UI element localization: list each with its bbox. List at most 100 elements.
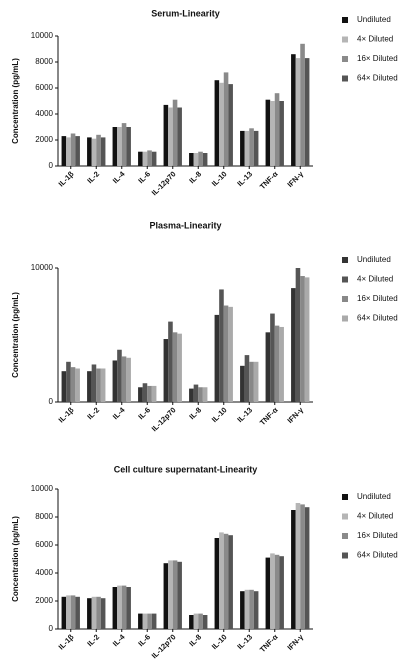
bar [300,504,305,629]
x-tick-label: TNF-α [258,405,280,427]
bar [274,554,280,629]
bar [117,585,122,629]
legend-label: Undiluted [357,15,391,24]
bar [96,368,101,402]
bar [253,361,259,402]
bar [295,58,301,166]
x-tick-label: IFN-γ [285,169,305,189]
legend-swatch [342,315,348,322]
bar [168,560,173,629]
x-tick-label: IL-8 [187,405,203,421]
bar [66,361,71,402]
legend-label: 64× Diluted [357,551,398,560]
bar [142,383,148,402]
y-tick-label: 4000 [35,568,53,577]
bar [70,133,76,166]
bar [168,321,173,402]
bar [219,289,224,402]
bar [112,127,118,166]
bar [198,151,203,166]
bar [265,99,271,166]
bar [300,43,305,166]
y-tick-label: 8000 [35,512,53,521]
bar [87,137,92,166]
bar [202,387,208,402]
bar [91,138,97,166]
bar [75,136,80,166]
bar [279,101,284,166]
x-tick-label: IL-4 [111,169,127,185]
bar [112,587,118,629]
bar [198,387,203,402]
y-tick-label: 10000 [31,263,54,272]
bar [87,371,92,402]
y-tick-label: 6000 [35,83,53,92]
legend-label: 64× Diluted [357,314,398,323]
x-tick-label: IL-8 [187,169,203,185]
bar [151,385,157,402]
x-tick-label: IL-4 [111,405,127,421]
legend-label: 16× Diluted [357,531,398,540]
x-tick-label: IL-1β [57,169,76,188]
bar [270,101,275,166]
bar [70,367,76,402]
bar [177,333,182,402]
bar [177,107,182,166]
x-tick-label: IL-6 [136,632,152,648]
bar [189,388,194,402]
bar [193,613,199,629]
bar [274,325,280,402]
bar [87,598,92,629]
chart-title: Serum-Linearity [151,8,220,18]
legend-label: 4× Diluted [357,512,393,521]
legend-label: 16× Diluted [357,54,398,63]
bar [219,532,224,629]
bar [202,615,208,629]
bar [142,613,148,629]
legend-label: 16× Diluted [357,294,398,303]
y-tick-label: 0 [49,161,54,170]
bar [219,82,224,166]
bar [96,134,101,166]
bar [91,596,97,629]
bar [121,585,127,629]
bar [172,560,178,629]
bar [172,99,178,166]
bar [189,153,194,166]
bar [66,137,71,166]
bar [223,533,229,629]
bar [75,368,80,402]
x-tick-label: IL-1β [57,632,76,651]
bar [240,130,245,166]
bar [279,326,284,402]
bar [193,153,199,166]
legend-label: Undiluted [357,255,391,264]
bar [61,596,67,629]
bar [253,591,259,629]
chart-title: Plasma-Linearity [149,220,221,230]
legend-swatch [342,257,348,263]
bar [228,84,233,166]
y-axis-title: Concentration (pg/mL) [11,292,20,378]
bar [91,364,97,402]
chart: Serum-Linearity Concentration (pg/mL) 0 200… [11,8,398,197]
bar [265,332,271,402]
y-tick-label: 4000 [35,109,53,118]
x-tick-label: IL-10 [210,632,229,651]
legend-label: 4× Diluted [357,35,393,44]
y-tick-label: 0 [49,624,54,633]
bar [279,556,284,629]
bar [163,104,169,166]
bar [121,356,127,402]
bar [172,332,178,402]
legend-swatch [342,75,348,82]
y-tick-label: 8000 [35,57,53,66]
bar [223,305,229,402]
bar [193,384,199,402]
bar [249,128,254,166]
bar [291,54,296,167]
bar [117,127,122,166]
x-tick-label: IL-8 [187,632,203,648]
bar [202,153,208,166]
